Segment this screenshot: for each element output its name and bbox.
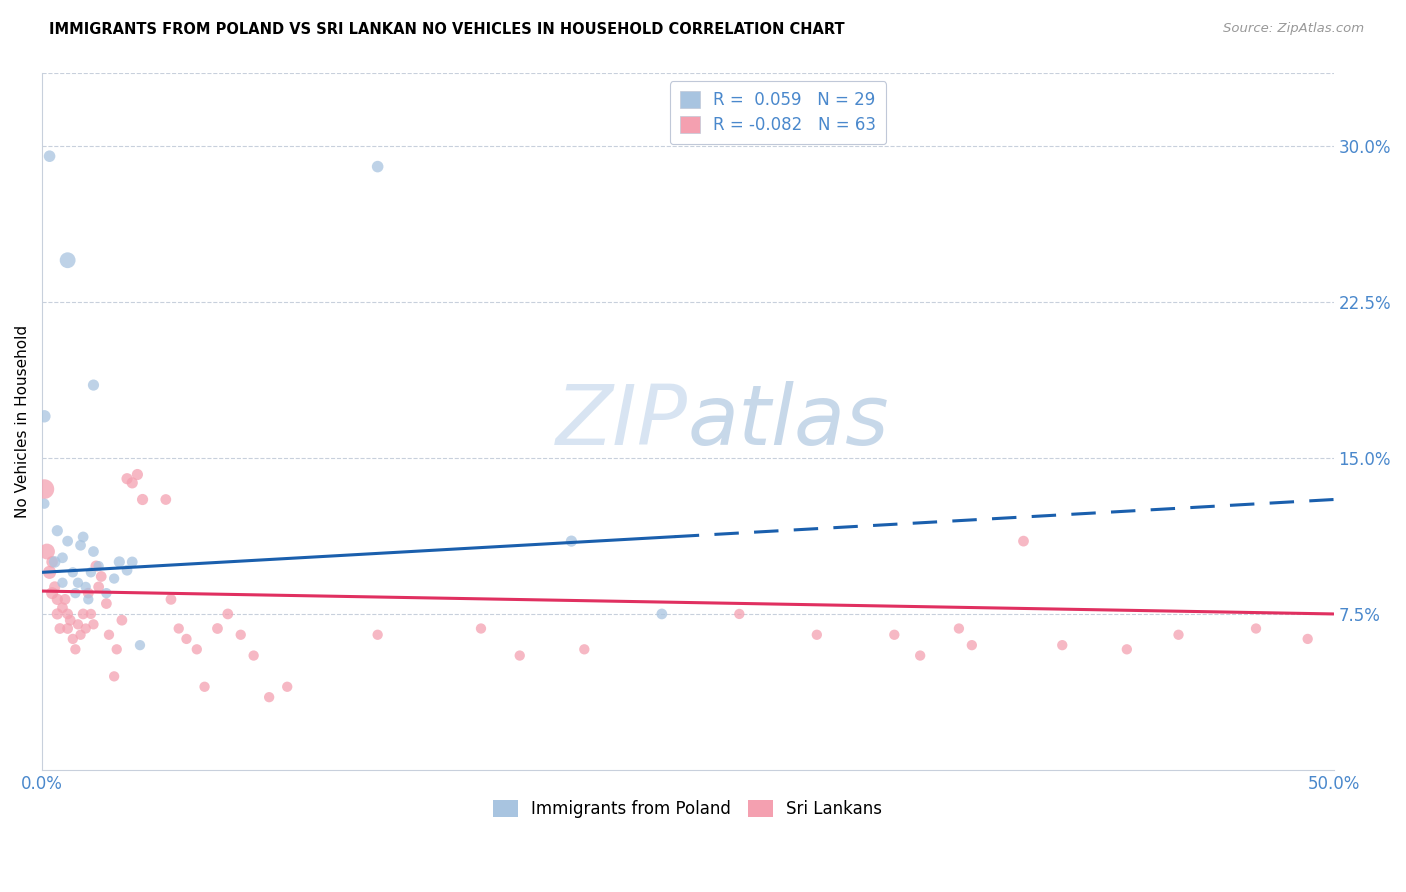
Point [105,642,128,657]
Point [56,534,79,549]
Point [65,642,87,657]
Point [1115,642,1137,657]
Point [108,555,131,569]
Point [34,482,56,496]
Text: IMMIGRANTS FROM POLAND VS SRI LANKAN NO VEHICLES IN HOUSEHOLD CORRELATION CHART: IMMIGRANTS FROM POLAND VS SRI LANKAN NO … [49,22,845,37]
Point [121,555,143,569]
Point [72,530,94,544]
Point [56,622,79,636]
Legend: Immigrants from Poland, Sri Lankans: Immigrants from Poland, Sri Lankans [486,793,889,824]
Point [56,253,79,268]
Point [470,622,492,636]
Point [44,555,66,569]
Point [90,569,112,583]
Point [207,622,229,636]
Point [87,580,110,594]
Point [806,628,828,642]
Point [1296,632,1319,646]
Point [257,690,280,705]
Point [38,566,60,580]
Point [77,586,100,600]
Point [111,613,134,627]
Point [276,680,298,694]
Y-axis label: No Vehicles in Household: No Vehicles in Household [15,325,30,518]
Point [34,409,56,424]
Text: Source: ZipAtlas.com: Source: ZipAtlas.com [1223,22,1364,36]
Point [908,648,931,663]
Point [66,617,89,632]
Point [75,580,97,594]
Point [728,607,751,621]
Point [75,622,97,636]
Point [34,497,56,511]
Point [167,622,190,636]
Point [62,566,84,580]
Point [41,586,63,600]
Point [103,669,125,683]
Point [65,586,87,600]
Point [115,563,138,577]
Point [883,628,905,642]
Point [82,378,104,392]
Point [121,475,143,490]
Point [72,607,94,621]
Point [155,492,177,507]
Point [51,550,73,565]
Point [217,607,239,621]
Point [49,622,72,636]
Point [131,492,153,507]
Point [960,638,983,652]
Point [186,642,208,657]
Point [41,555,63,569]
Point [38,149,60,163]
Point [51,575,73,590]
Point [1244,622,1267,636]
Point [82,617,104,632]
Point [367,160,389,174]
Point [80,566,103,580]
Point [96,597,118,611]
Point [51,600,73,615]
Point [103,572,125,586]
Point [176,632,198,646]
Point [46,524,69,538]
Point [66,575,89,590]
Point [1012,534,1035,549]
Point [651,607,673,621]
Point [69,628,91,642]
Point [62,632,84,646]
Point [77,592,100,607]
Point [44,580,66,594]
Point [574,642,596,657]
Point [84,559,107,574]
Point [96,586,118,600]
Point [127,467,149,482]
Point [229,628,252,642]
Point [59,613,82,627]
Point [35,544,58,558]
Point [509,648,531,663]
Point [82,544,104,558]
Point [367,628,389,642]
Point [560,534,582,549]
Point [46,607,69,621]
Point [160,592,183,607]
Point [242,648,264,663]
Point [129,638,152,652]
Point [53,592,76,607]
Text: ZIP: ZIP [555,381,688,462]
Point [56,607,79,621]
Point [1052,638,1074,652]
Point [948,622,970,636]
Point [80,607,103,621]
Point [98,628,121,642]
Point [1167,628,1189,642]
Point [46,592,69,607]
Point [193,680,215,694]
Point [69,538,91,552]
Point [87,559,110,574]
Point [115,472,138,486]
Text: atlas: atlas [688,381,889,462]
